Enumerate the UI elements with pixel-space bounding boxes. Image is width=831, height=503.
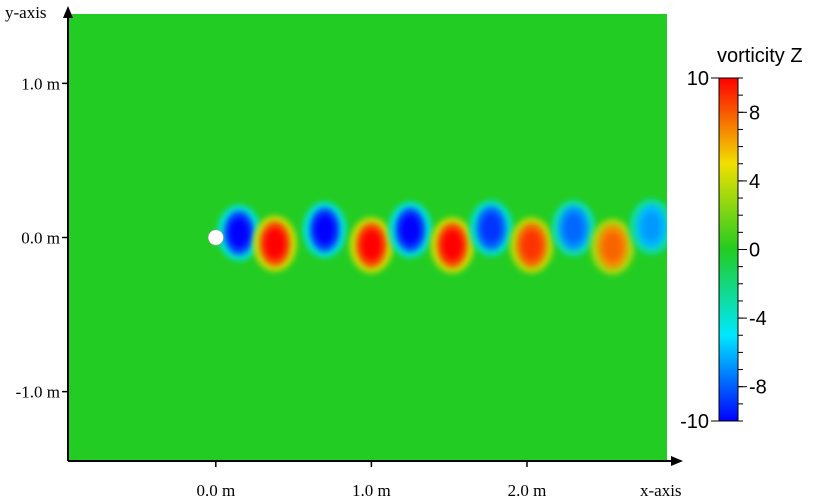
colorbar-title: vorticity Z [717,45,803,67]
vortex-10 [629,198,667,255]
vortex-9 [590,218,635,275]
vortex-2 [302,201,347,258]
vortex-6 [469,200,514,257]
y-tick-label-2: -1.0 m [16,383,60,402]
obstacle-layer [207,229,224,246]
x-axis-ticks: 0.0 m 1.0 m 2.0 m [196,461,546,500]
y-tick-label-0: 1.0 m [21,74,60,93]
y-axis-arrow-icon [63,6,73,18]
vortex-5 [430,217,475,274]
vortex-8 [551,200,596,257]
colorbar-label-4: -4 [749,308,767,330]
colorbar-ticks: 10 8 4 0 -4 -8 -10 [680,68,767,433]
colorbar-label-3: 0 [749,240,760,262]
x-tick-label-0: 0.0 m [196,481,235,500]
colorbar-label-2: 4 [749,171,760,193]
cylinder-obstacle [207,229,224,246]
y-axis-label: y-axis [5,3,47,22]
x-axis-arrow-icon [671,456,683,466]
vortex-layer [217,198,667,275]
colorbar-label-0: 10 [687,68,709,90]
x-tick-label-1: 1.0 m [352,481,391,500]
colorbar-label-5: -8 [749,377,767,399]
vortex-0 [217,204,262,261]
vortex-1 [252,215,297,272]
x-axis-label: x-axis [640,481,682,500]
y-tick-label-1: 0.0 m [21,229,60,248]
colorbar [718,77,739,422]
vortex-3 [349,217,394,274]
vortex-7 [509,217,554,274]
x-tick-label-2: 2.0 m [508,481,547,500]
vortex-4 [388,201,433,258]
y-axis-ticks: 1.0 m 0.0 m -1.0 m [16,74,68,402]
colorbar-label-6: -10 [680,411,709,433]
colorbar-label-1: 8 [749,102,760,124]
